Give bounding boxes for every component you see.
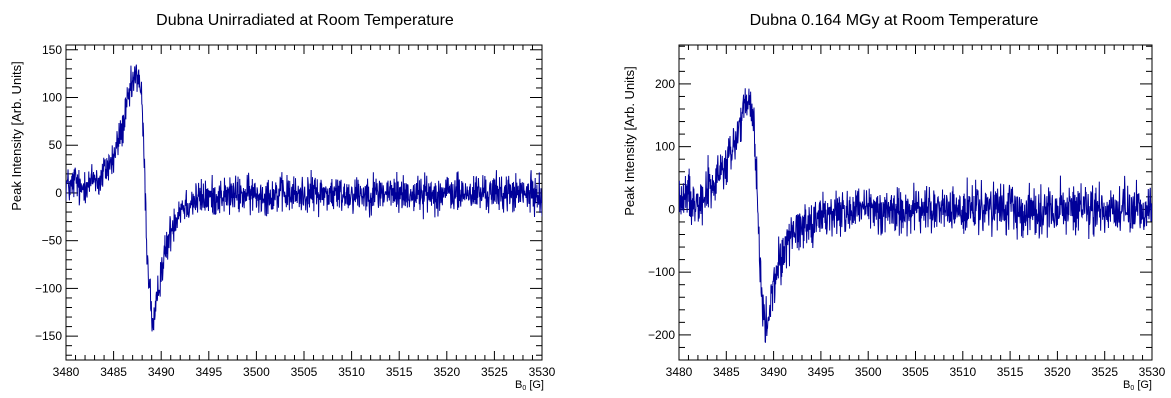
y-tick-label: 100 — [42, 91, 62, 105]
x-tick-label: 3505 — [902, 365, 929, 379]
x-tick-label: 3530 — [529, 365, 556, 379]
y-axis-label: Peak Intensity [Arb. Units] — [622, 66, 637, 216]
y-tick-label: −100 — [648, 265, 675, 279]
data-series-line — [679, 88, 1152, 343]
chart-panel-irradiated: Dubna 0.164 MGy at Room Temperature Peak… — [586, 0, 1171, 398]
x-tick-label: 3515 — [386, 365, 413, 379]
x-tick-label: 3520 — [433, 365, 460, 379]
x-tick-label: 3520 — [1044, 365, 1071, 379]
plot-area: 3480 3485 3490 3495 3500 3505 3510 3515 3520 3525… — [648, 44, 1166, 379]
x-axis-label-unit: [G] — [526, 379, 544, 391]
x-tick-label: 3485 — [713, 365, 740, 379]
y-tick-label: −200 — [648, 328, 675, 342]
x-tick-label: 3505 — [291, 365, 318, 379]
x-axis-label-unit: [G] — [1134, 379, 1152, 391]
x-axis-label-subscript: 0 — [1130, 385, 1134, 392]
chart-svg: Dubna 0.164 MGy at Room Temperature Peak… — [622, 12, 1166, 392]
y-tick-label: −100 — [35, 281, 62, 295]
chart-title: Dubna 0.164 MGy at Room Temperature — [750, 12, 1039, 29]
x-axis-label-subscript: 0 — [522, 385, 526, 392]
x-tick-label: 3495 — [808, 365, 835, 379]
chart-panel-unirradiated: Dubna Unirradiated at Room Temperature P… — [0, 0, 585, 398]
y-tick-label: 200 — [655, 77, 675, 91]
y-tick-label: 0 — [55, 186, 62, 200]
y-tick-label: −50 — [42, 234, 63, 248]
x-tick-label: 3525 — [481, 365, 508, 379]
chart-title: Dubna Unirradiated at Room Temperature — [156, 12, 454, 29]
plot-area: 3480 3485 3490 3495 3500 3505 3510 3515 3520 3525… — [35, 43, 556, 379]
data-series-line — [66, 64, 542, 332]
y-tick-label: 0 — [668, 202, 675, 216]
x-tick-label: 3515 — [997, 365, 1024, 379]
chart-svg: Dubna Unirradiated at Room Temperature P… — [9, 12, 556, 392]
x-tick-label: 3485 — [100, 365, 127, 379]
x-tick-label: 3510 — [338, 365, 365, 379]
x-tick-label: 3510 — [949, 365, 976, 379]
y-tick-label: 50 — [49, 138, 63, 152]
x-tick-label: 3490 — [760, 365, 787, 379]
y-tick-label: 150 — [42, 43, 62, 57]
x-tick-label: 3500 — [243, 365, 270, 379]
x-tick-label: 3500 — [855, 365, 882, 379]
x-tick-label: 3490 — [148, 365, 175, 379]
x-axis-label: B0 [G] — [515, 379, 544, 392]
x-tick-label: 3525 — [1091, 365, 1118, 379]
x-tick-label: 3480 — [666, 365, 693, 379]
x-axis-label-main: B — [515, 379, 522, 391]
y-tick-label: 100 — [655, 140, 675, 154]
x-axis-label: B0 [G] — [1123, 379, 1152, 392]
x-axis-label-main: B — [1123, 379, 1130, 391]
x-tick-label: 3495 — [195, 365, 222, 379]
x-tick-label: 3530 — [1139, 365, 1166, 379]
y-tick-label: −150 — [35, 329, 62, 343]
y-axis-label: Peak Intensity [Arb. Units] — [9, 61, 24, 211]
x-tick-label: 3480 — [53, 365, 80, 379]
